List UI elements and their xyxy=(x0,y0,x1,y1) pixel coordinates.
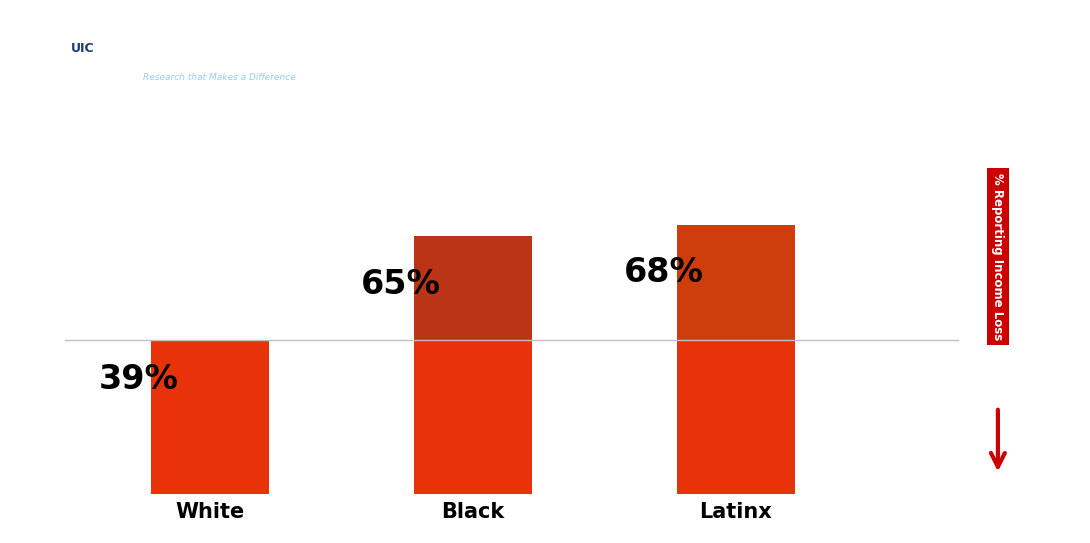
Circle shape xyxy=(0,29,339,74)
Text: 65%: 65% xyxy=(361,268,441,300)
Text: 39%: 39% xyxy=(98,363,178,396)
Text: 6 Month Pandemic Snapshot: Chicago Metro: 6 Month Pandemic Snapshot: Chicago Metro xyxy=(340,29,861,49)
Bar xyxy=(677,339,795,494)
Bar xyxy=(414,237,532,494)
Text: Research that Makes a Difference: Research that Makes a Difference xyxy=(143,73,295,82)
Bar xyxy=(677,225,795,494)
Bar xyxy=(677,225,795,339)
Bar xyxy=(414,339,532,494)
Text: % Reporting Income Loss: % Reporting Income Loss xyxy=(992,173,1004,340)
Bar xyxy=(414,237,532,339)
Bar xyxy=(150,339,269,494)
Text: Institute for Research on: Institute for Research on xyxy=(143,29,290,39)
Text: Area Households That Have Lost Income: Area Households That Have Lost Income xyxy=(363,65,838,84)
Text: 68%: 68% xyxy=(623,256,704,289)
Text: Race and Public Policy: Race and Public Policy xyxy=(143,50,275,61)
Bar xyxy=(150,339,269,494)
Text: UIC: UIC xyxy=(71,42,95,55)
